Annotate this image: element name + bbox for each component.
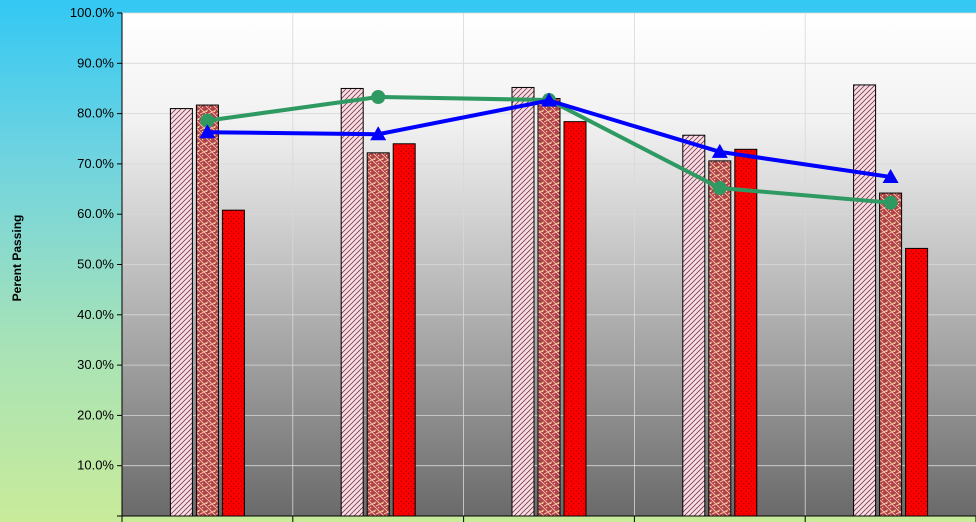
data-point: [370, 126, 387, 141]
y-tick-label: 90.0%: [77, 55, 114, 70]
bar: [879, 192, 903, 517]
bar: [392, 143, 416, 517]
bar: [340, 87, 364, 517]
bar: [708, 160, 732, 517]
bar: [682, 134, 706, 517]
data-point: [712, 181, 727, 196]
bar: [195, 104, 219, 517]
bar: [563, 121, 587, 517]
data-point: [199, 124, 216, 139]
data-point: [711, 143, 728, 158]
bar: [853, 84, 877, 517]
y-tick-label: 40.0%: [77, 307, 114, 322]
y-tick-label: 20.0%: [77, 407, 114, 422]
data-point: [371, 90, 386, 105]
y-tick-label: 10.0%: [77, 458, 114, 473]
bar: [734, 148, 758, 517]
bar: [537, 98, 561, 517]
y-tick-label: 70.0%: [77, 156, 114, 171]
y-tick-label: 50.0%: [77, 257, 114, 272]
bar: [511, 86, 535, 517]
data-point: [882, 168, 899, 183]
y-tick-label: 30.0%: [77, 357, 114, 372]
y-tick-label: 60.0%: [77, 206, 114, 221]
bar: [221, 209, 245, 517]
data-point: [883, 195, 898, 210]
bar: [366, 152, 390, 517]
data-point: [200, 113, 215, 128]
lines: [199, 90, 899, 210]
axes: [117, 12, 976, 522]
y-tick-label: 80.0%: [77, 106, 114, 121]
y-tick-labels: 10.0% 20.0% 30.0% 40.0% 50.0% 60.0% 70.0% 80.0%…: [70, 5, 115, 473]
y-axis-title: Perent Passing: [10, 215, 24, 302]
y-tick-label: 100.0%: [70, 5, 115, 20]
bar: [169, 108, 193, 517]
bar: [905, 247, 929, 517]
data-point: [541, 92, 557, 107]
